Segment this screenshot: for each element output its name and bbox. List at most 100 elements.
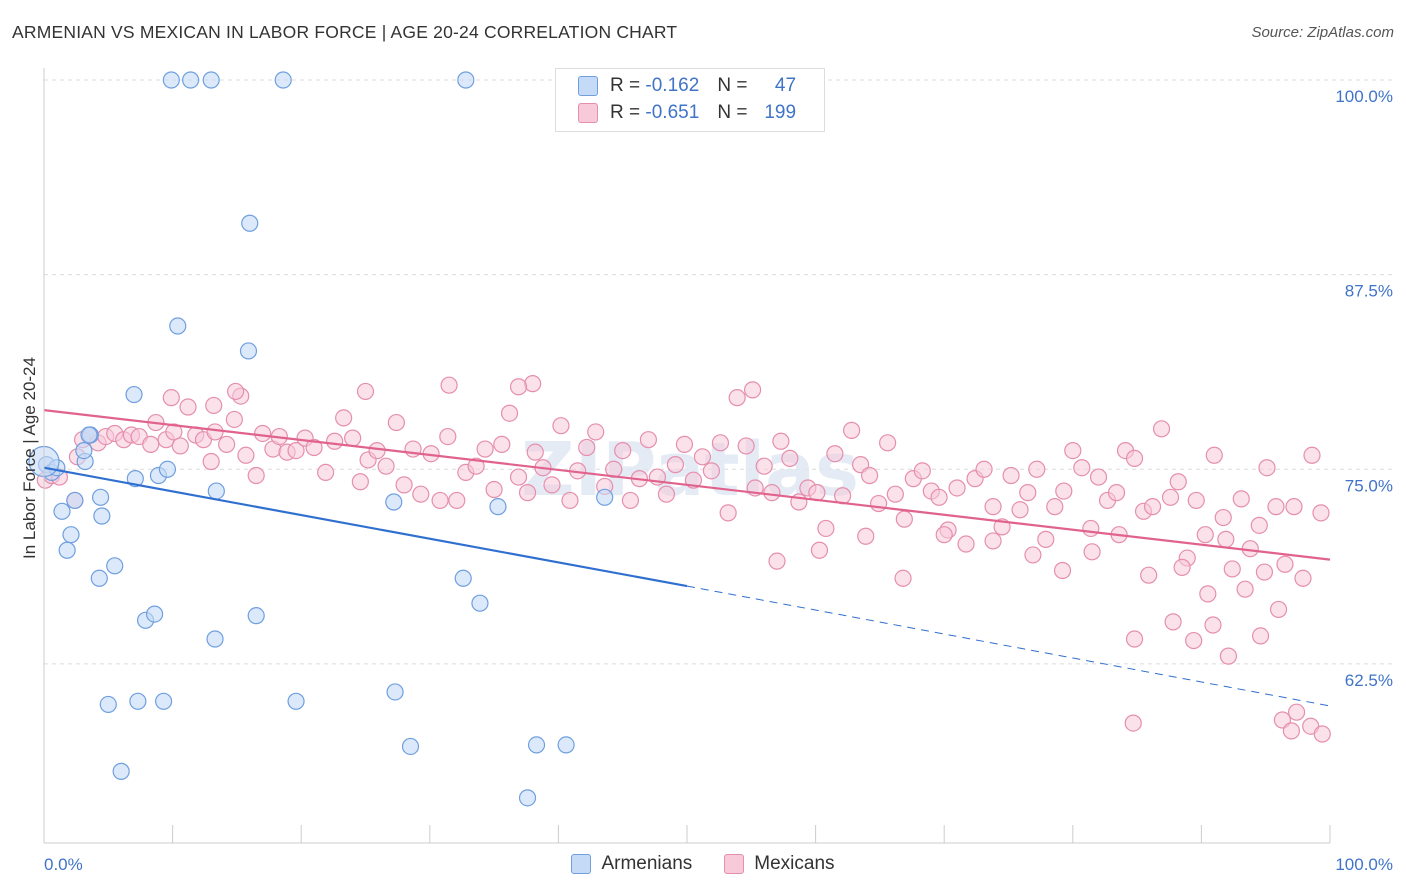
mexican-point xyxy=(781,449,799,467)
mexican-point xyxy=(693,448,712,466)
armenian-point xyxy=(274,71,292,89)
mexican-point xyxy=(1187,491,1205,510)
mexican-point xyxy=(1223,560,1241,578)
armenian-point xyxy=(80,426,98,444)
stats-row-armenians: R = -0.162 N = 47 xyxy=(556,73,796,99)
mexican-point xyxy=(587,423,605,441)
mexican-n-value: 199 xyxy=(764,102,797,123)
armenian-point xyxy=(53,502,71,520)
mexican-point xyxy=(1205,446,1223,464)
armenian-point xyxy=(454,569,472,587)
mexican-point xyxy=(975,460,993,478)
armenian-point xyxy=(287,692,305,710)
mexican-point xyxy=(218,435,236,453)
mexican-point xyxy=(1294,569,1312,587)
armenian-point xyxy=(90,569,108,587)
armenian-point xyxy=(182,71,200,89)
mexican-point xyxy=(1002,466,1020,485)
mexican-point xyxy=(326,432,344,450)
mexican-point xyxy=(728,389,746,407)
mexican-point xyxy=(1269,600,1288,619)
mexican-point xyxy=(518,484,537,502)
stats-legend: R = -0.162 N = 47 R = -0.651 N = 199 xyxy=(555,68,825,132)
mexican-point xyxy=(1152,420,1171,438)
mexican-point xyxy=(165,423,183,441)
armenian-legend-swatch xyxy=(571,854,592,874)
mexican-point xyxy=(1276,555,1294,573)
mexican-point xyxy=(387,413,405,432)
armenian-swatch xyxy=(578,76,598,96)
mexican-point xyxy=(412,485,430,503)
mexican-point xyxy=(1232,490,1250,508)
mexican-point xyxy=(913,462,931,480)
mexican-swatch xyxy=(578,103,598,123)
legend-item-armenians[interactable]: Armenians xyxy=(571,853,692,875)
mexican-point xyxy=(826,445,844,463)
mexican-point xyxy=(344,429,362,447)
mexican-point xyxy=(202,452,220,471)
mexican-point xyxy=(935,526,953,544)
legend-label-armenians: Armenians xyxy=(601,853,693,874)
mexican-point xyxy=(1143,498,1162,516)
mexican-point xyxy=(711,434,730,452)
mexican-point xyxy=(552,417,570,435)
armenian-point xyxy=(239,342,258,360)
mexican-point xyxy=(657,485,676,503)
mexican-point xyxy=(1173,558,1191,576)
mexican-point xyxy=(1125,630,1144,648)
armenian-point xyxy=(457,71,475,89)
y-tick-label: 75.0% xyxy=(1345,476,1393,495)
mexican-point xyxy=(543,476,561,494)
legend-label-mexicans: Mexicans xyxy=(754,853,835,874)
mexican-point xyxy=(861,466,879,485)
armenian-point xyxy=(518,789,537,807)
armenian-n-value: 47 xyxy=(774,75,797,96)
mexican-point xyxy=(1107,484,1126,502)
mexican-point xyxy=(377,457,395,475)
x-tick-label-max: 100.0% xyxy=(1335,855,1393,874)
armenian-point xyxy=(386,683,404,701)
legend-item-mexicans[interactable]: Mexicans xyxy=(724,853,835,875)
mexican-point xyxy=(895,510,913,528)
mexican-point xyxy=(1199,585,1217,603)
armenian-point xyxy=(99,695,117,714)
mexican-point xyxy=(1204,616,1222,634)
armenian-point xyxy=(62,526,80,544)
mexican-point xyxy=(351,473,369,491)
mexican-point xyxy=(500,404,519,422)
mexican-point xyxy=(476,440,494,458)
trend-lines xyxy=(43,409,1331,707)
mexican-point xyxy=(1169,473,1187,491)
mexican-point xyxy=(886,485,904,503)
mexican-point xyxy=(247,466,265,485)
mexican-point xyxy=(1196,526,1214,544)
mexican-point xyxy=(395,476,413,494)
mexican-point xyxy=(448,491,466,510)
armenian-point xyxy=(401,737,420,756)
armenian-point xyxy=(145,605,164,623)
mexican-point xyxy=(743,381,762,399)
mexican-point xyxy=(719,504,737,522)
armenian-point xyxy=(596,488,614,506)
mexican-point xyxy=(440,376,458,394)
armenian-point xyxy=(93,507,111,525)
armenian-point xyxy=(206,630,224,648)
mexican-point xyxy=(368,442,386,460)
mexican-point xyxy=(1250,516,1268,534)
mexican-point xyxy=(1024,546,1042,564)
mexican-point xyxy=(1064,442,1082,460)
source-label: Source: ZipAtlas.com xyxy=(1251,24,1394,41)
mexican-point xyxy=(737,437,755,455)
mexican-point xyxy=(1282,722,1301,740)
mexican-point xyxy=(614,442,632,460)
mexican-point xyxy=(755,457,773,475)
mexican-point xyxy=(1011,501,1029,519)
mexican-point xyxy=(1267,498,1285,516)
mexican-point xyxy=(1217,530,1235,548)
armenian-point xyxy=(557,736,575,754)
r-label: R = xyxy=(610,75,641,96)
mexican-point xyxy=(254,424,272,443)
mexican-point xyxy=(984,498,1002,516)
armenian-r-value: -0.162 xyxy=(645,75,700,96)
